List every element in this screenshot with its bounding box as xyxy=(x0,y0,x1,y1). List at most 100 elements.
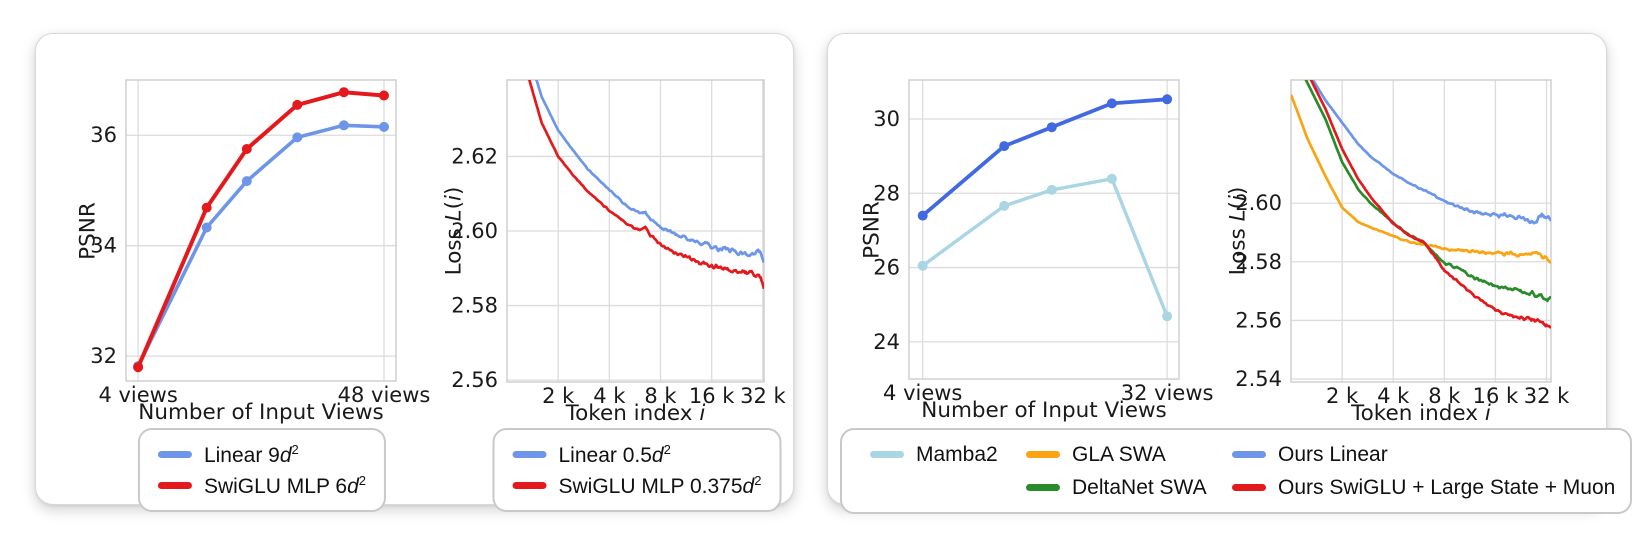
series-line-right-loss-2 xyxy=(1304,80,1551,303)
gridlines xyxy=(1291,80,1551,382)
data-point xyxy=(201,202,212,213)
data-point xyxy=(1106,173,1117,184)
y-tick-label: 34 xyxy=(90,234,117,258)
legend-swatch xyxy=(157,482,192,489)
right-panel-card: 4 views 32 views 24 26 28 30 Number of Input V… xyxy=(827,33,1632,514)
data-point xyxy=(379,121,389,132)
data-point xyxy=(379,90,389,101)
x-axis-title-left-psnr: Number of Input Views xyxy=(138,400,384,425)
data-point xyxy=(1046,184,1057,195)
chart-plot-right-loss: 2 k 4 k 8 k 16 k 32 k 2.54 2.56 2.58 2.60 xyxy=(1235,79,1570,408)
data-point xyxy=(241,176,252,187)
legend-entry: GLA SWA xyxy=(1026,439,1226,470)
series-line-left-psnr-0 xyxy=(136,123,386,368)
legend-label: DeltaNet SWA xyxy=(1072,475,1207,499)
y-axis-title-left-loss: Loss L(i) xyxy=(441,186,467,276)
y-tick-label: 28 xyxy=(873,181,900,205)
series-line-left-loss-0 xyxy=(535,80,764,264)
legend-swatch xyxy=(1026,451,1060,458)
y-tick-label: 30 xyxy=(873,107,900,131)
x-axis-title-right-psnr: Number of Input Views xyxy=(921,398,1167,423)
chart-plot-left-psnr: 4 views 48 views 32 34 36 xyxy=(90,79,430,407)
legend-box-1: Linear 0.5d2 SwiGLU MLP 0.375d2 xyxy=(492,428,782,512)
x-tick-label: 32 k xyxy=(740,384,786,408)
series-line-right-psnr-1 xyxy=(920,97,1170,218)
legend-swatch xyxy=(157,451,192,458)
x-axis-title-right-loss: Token index i xyxy=(1351,401,1491,426)
legend-box-0: Linear 9d2 SwiGLU MLP 6d2 xyxy=(137,428,387,512)
gridlines xyxy=(909,80,1179,379)
legend-entry: Mamba2 xyxy=(870,439,1020,470)
data-point xyxy=(241,144,252,154)
y-axis-title-right-psnr: PSNR xyxy=(859,200,885,259)
x-tick-label: 32 k xyxy=(1524,384,1570,408)
x-tick-label: 8 k xyxy=(644,384,677,408)
legend-label: Mamba2 xyxy=(916,442,998,466)
legend-swatch xyxy=(1232,451,1266,458)
data-point xyxy=(133,362,144,373)
legend-label: Linear 9d2 xyxy=(203,441,299,467)
data-point xyxy=(292,132,303,143)
x-axis-title-left-loss: Token index i xyxy=(565,401,706,426)
x-tick-label: 2 k xyxy=(542,384,575,408)
y-tick-label: 32 xyxy=(90,344,117,368)
x-tick-label: 2 k xyxy=(1326,384,1359,408)
y-tick-label: 2.62 xyxy=(451,144,498,168)
left-panel-card: 4 views 48 views 32 34 36 Number of Input Vie… xyxy=(35,33,794,512)
data-point xyxy=(917,210,928,221)
legend-label: Ours Linear xyxy=(1278,442,1388,466)
legend-swatch xyxy=(1232,484,1266,491)
series-line-left-loss-1 xyxy=(528,80,764,290)
legend-swatch xyxy=(512,451,547,458)
y-tick-label: 26 xyxy=(873,256,900,280)
y-tick-label: 2.60 xyxy=(451,219,498,243)
data-point xyxy=(999,141,1010,152)
x-tick-label: 16 k xyxy=(1473,384,1519,408)
x-tick-label: 48 views xyxy=(338,383,431,407)
x-tick-label: 16 k xyxy=(689,384,735,408)
legend-entry: Ours Linear xyxy=(1232,439,1615,470)
y-tick-label: 2.56 xyxy=(451,368,498,392)
data-point xyxy=(1046,122,1057,133)
series-line-right-loss-0 xyxy=(1311,80,1551,225)
legend-label: GLA SWA xyxy=(1072,442,1166,466)
legend-label: SwiGLU MLP 6d2 xyxy=(203,472,367,498)
y-tick-label: 2.56 xyxy=(1235,308,1282,332)
legend-swatch xyxy=(512,482,547,489)
data-point xyxy=(999,200,1010,211)
legend-swatch xyxy=(870,451,904,458)
legend-label: Linear 0.5d2 xyxy=(558,441,671,467)
y-axis-title-right-loss: Loss L(i) xyxy=(1225,186,1251,276)
x-tick-label: 4 views xyxy=(98,383,177,407)
series-line-right-loss-3 xyxy=(1309,80,1551,329)
y-tick-label: 2.58 xyxy=(451,294,498,318)
legend-label: SwiGLU MLP 0.375d2 xyxy=(558,472,762,498)
data-point xyxy=(1106,98,1117,109)
data-point xyxy=(1162,311,1173,322)
y-tick-label: 36 xyxy=(90,123,117,147)
chart-plot-left-loss: 2 k 4 k 8 k 16 k 32 k 2.56 2.58 2.60 2.62 xyxy=(451,79,787,408)
data-point xyxy=(338,120,349,131)
y-axis-title-left-psnr: PSNR xyxy=(75,201,101,260)
series-line-right-psnr-0 xyxy=(920,177,1169,318)
series-line-right-loss-1 xyxy=(1291,94,1551,265)
x-tick-label: 4 k xyxy=(593,384,626,408)
x-tick-label: 32 views xyxy=(1121,381,1214,405)
data-point xyxy=(1162,94,1173,105)
legend-entry: Linear 9d2 xyxy=(157,439,366,470)
legend-entry: SwiGLU MLP 6d2 xyxy=(157,470,367,501)
x-tick-label: 4 k xyxy=(1377,384,1410,408)
chart-plot-right-psnr: 4 views 32 views 24 26 28 30 xyxy=(873,79,1213,405)
legend-swatch xyxy=(1026,484,1060,491)
x-tick-label: 8 k xyxy=(1428,384,1461,408)
y-tick-label: 24 xyxy=(873,330,900,354)
legend-entry: Linear 0.5d2 xyxy=(512,439,762,470)
y-tick-label: 2.60 xyxy=(1235,191,1282,215)
data-point xyxy=(201,222,212,233)
legend-entry: Ours SwiGLU + Large State + Muon xyxy=(1232,472,1615,503)
legend-entry: SwiGLU MLP 0.375d2 xyxy=(512,470,762,501)
legend-box-2: Mamba2 GLA SWA Ours Linear DeltaNet SWA Ours… xyxy=(840,428,1632,514)
legend-entry: DeltaNet SWA xyxy=(1026,472,1226,503)
data-point xyxy=(338,87,349,98)
